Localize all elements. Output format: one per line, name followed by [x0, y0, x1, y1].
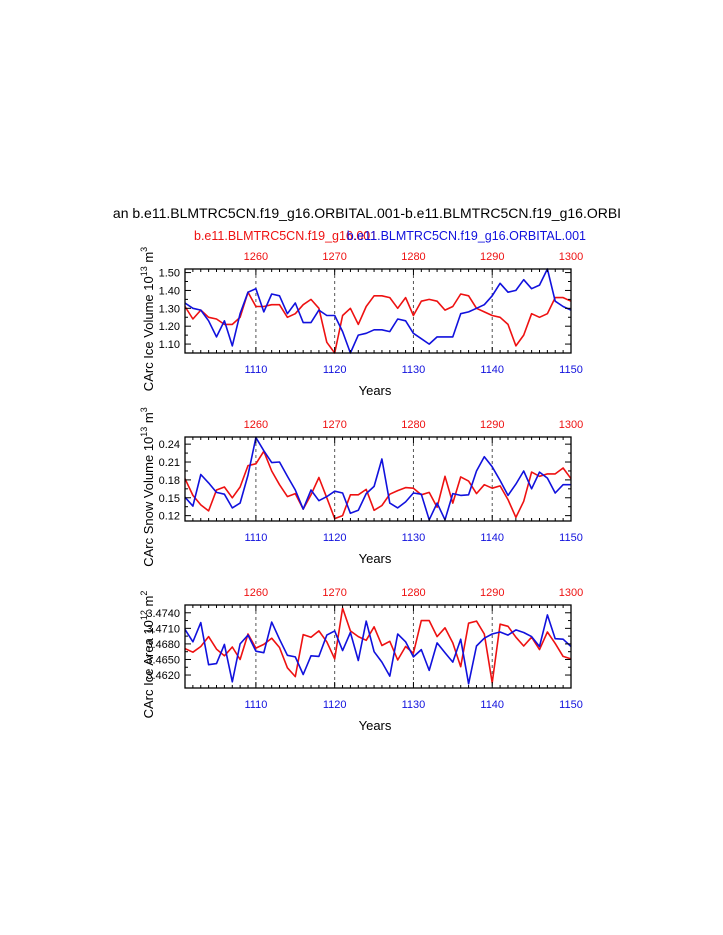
- x-tick-label-bottom: 1150: [559, 364, 583, 376]
- y-tick-label: 0.21: [159, 457, 180, 469]
- x-tick-label-top: 1260: [244, 251, 268, 263]
- plot-frame: [184, 604, 572, 689]
- x-tick-label-bottom: 1120: [323, 364, 347, 376]
- x-tick-label-bottom: 1140: [480, 699, 504, 711]
- panel-2: 1110 1120 1130 1140 1150 1260 1270 1280 1290 1300…: [139, 407, 583, 567]
- x-tick-label-bottom: 1140: [480, 364, 504, 376]
- y-tick-label: 0.18: [159, 475, 180, 487]
- y-tick-label: 0.24: [159, 439, 180, 451]
- legend-blue-label: b.e11.BLMTRC5CN.f19_g16.ORBITAL.001: [347, 229, 586, 243]
- panel-3: 1110 1120 1130 1140 1150 1260 1270 1280 1290 1300…: [139, 587, 583, 733]
- y-tick-label: 3.4650: [146, 654, 180, 666]
- x-tick-label-bottom: 1140: [480, 532, 504, 544]
- panel-1: 1110 1120 1130 1140 1150 1260 1270 1280 1290 1300…: [139, 247, 583, 398]
- x-tick-label-top: 1290: [480, 419, 504, 431]
- series-blue-line: [184, 268, 572, 354]
- plot-frame: [184, 436, 572, 522]
- x-tick-label-top: 1300: [559, 587, 583, 599]
- y-axis-label: CArc Ice Area 1012 m2: [139, 591, 156, 719]
- y-axis-label: CArc Ice Volume 1013 m3: [139, 247, 156, 391]
- x-tick-label-top: 1260: [244, 419, 268, 431]
- x-tick-label-bottom: 1110: [244, 532, 267, 544]
- x-axis-label: Years: [359, 718, 392, 733]
- y-tick-label: 3.4680: [146, 639, 180, 651]
- y-tick-label: 0.12: [159, 511, 180, 523]
- series-red-line: [184, 450, 572, 520]
- x-tick-label-top: 1280: [401, 251, 425, 263]
- figure-title: an b.e11.BLMTRC5CN.f19_g16.ORBITAL.001-b…: [113, 205, 621, 221]
- y-tick-label: 3.4620: [146, 670, 180, 682]
- x-tick-label-top: 1260: [244, 587, 268, 599]
- series-red-line: [184, 607, 572, 684]
- x-tick-label-bottom: 1110: [244, 699, 267, 711]
- x-tick-label-top: 1300: [559, 251, 583, 263]
- y-tick-label: 1.10: [159, 339, 180, 351]
- series-blue-line: [184, 614, 572, 685]
- x-tick-label-top: 1290: [480, 587, 504, 599]
- y-tick-label: 3.4740: [146, 608, 180, 620]
- x-tick-label-bottom: 1110: [244, 364, 267, 376]
- y-tick-label: 1.20: [159, 321, 180, 333]
- x-tick-label-top: 1280: [401, 419, 425, 431]
- x-tick-label-bottom: 1120: [323, 532, 347, 544]
- x-tick-label-top: 1290: [480, 251, 504, 263]
- x-tick-label-top: 1300: [559, 419, 583, 431]
- x-tick-label-bottom: 1150: [559, 532, 583, 544]
- x-axis-label: Years: [359, 551, 392, 566]
- legend-red-label: b.e11.BLMTRC5CN.f19_g16.001: [194, 229, 377, 243]
- x-tick-label-bottom: 1150: [559, 699, 583, 711]
- x-tick-label-bottom: 1120: [323, 699, 347, 711]
- y-tick-label: 1.50: [159, 268, 180, 280]
- y-tick-label: 1.40: [159, 285, 180, 297]
- x-tick-label-top: 1270: [322, 419, 346, 431]
- series-blue-line: [184, 436, 571, 521]
- x-tick-label-top: 1280: [401, 587, 425, 599]
- y-tick-label: 0.15: [159, 493, 180, 505]
- plot-frame: [184, 268, 572, 354]
- x-tick-label-top: 1270: [322, 587, 346, 599]
- x-tick-label-top: 1270: [322, 251, 346, 263]
- y-tick-label: 1.30: [159, 303, 180, 315]
- y-axis-label: CArc Snow Volume 1013 m3: [139, 407, 156, 567]
- x-axis-label: Years: [359, 383, 392, 398]
- y-tick-label: 3.4710: [146, 623, 180, 635]
- x-tick-label-bottom: 1130: [402, 532, 426, 544]
- x-tick-label-bottom: 1130: [402, 364, 426, 376]
- series-red-line: [184, 291, 572, 354]
- x-tick-label-bottom: 1130: [402, 699, 426, 711]
